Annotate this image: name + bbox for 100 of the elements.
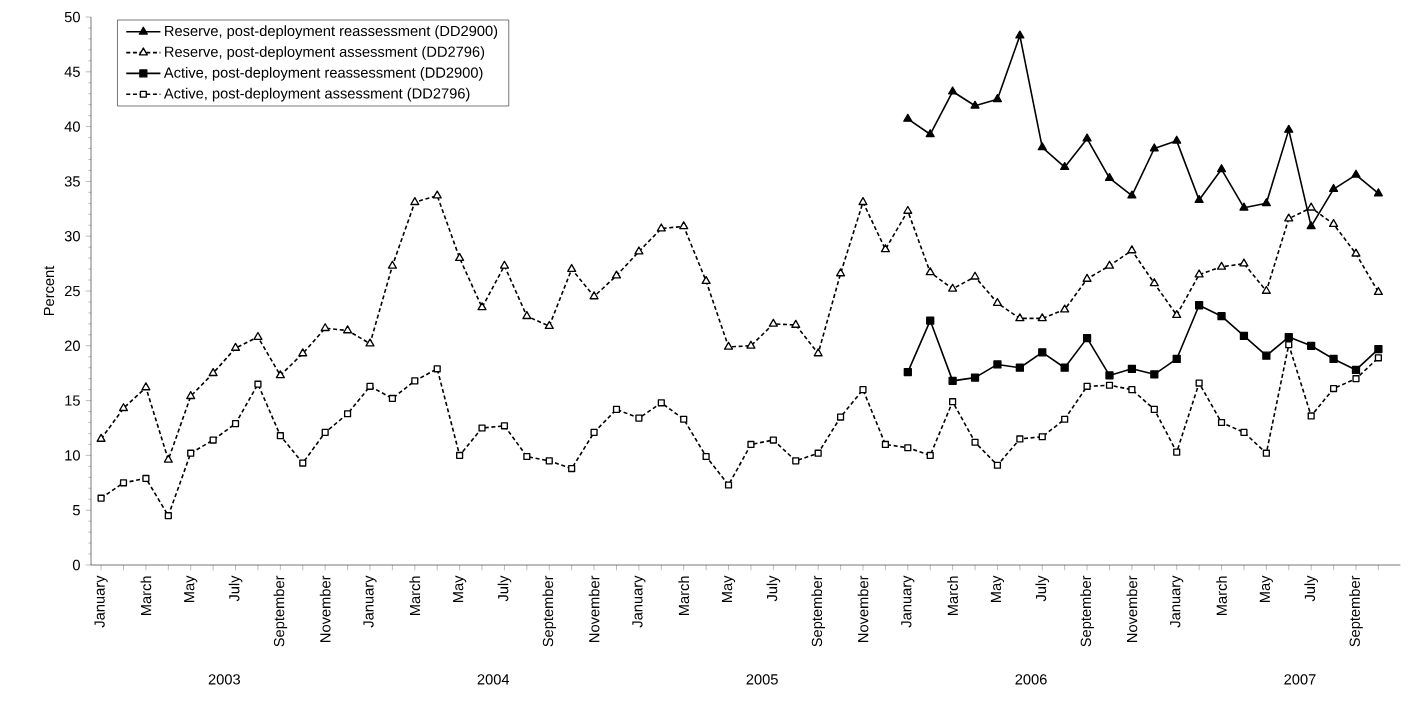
x-tick-label: November (857, 575, 869, 642)
x-tick-label: May (721, 575, 736, 602)
point (1149, 278, 1159, 287)
point (1216, 164, 1227, 173)
point (1261, 198, 1271, 207)
point (187, 449, 195, 457)
point (1217, 418, 1226, 427)
point (1307, 412, 1315, 420)
point (164, 512, 172, 520)
point (612, 405, 621, 413)
point (254, 380, 262, 388)
x-tick-label: November (1126, 575, 1138, 642)
x-tick-label: May (990, 575, 1004, 602)
x-tick-label: May (453, 575, 467, 602)
point (523, 452, 531, 461)
point (859, 386, 867, 394)
point (590, 428, 598, 436)
point (1016, 435, 1024, 443)
point (1082, 333, 1092, 343)
point (141, 382, 151, 391)
x-tick-label: March (947, 576, 959, 616)
point (1127, 364, 1137, 373)
x-tick-label: September (811, 575, 825, 647)
point (499, 260, 510, 269)
x-tick-label: September (1349, 575, 1363, 647)
x-tick-label: July (1035, 575, 1050, 602)
point (948, 376, 957, 386)
point (1374, 354, 1382, 362)
point (746, 340, 756, 349)
point (903, 113, 913, 122)
y-tick-label: 45 (64, 66, 80, 77)
point (230, 342, 241, 351)
point (1172, 354, 1181, 364)
point (1060, 363, 1069, 372)
point (209, 436, 217, 444)
point (993, 461, 1002, 469)
point (948, 283, 958, 292)
point (702, 452, 710, 461)
point (1239, 202, 1249, 211)
point (1104, 172, 1115, 182)
point (545, 457, 553, 465)
point (1261, 285, 1271, 294)
point (432, 190, 442, 199)
legend-label: Active, post-deployment assessment (DD2796) (163, 87, 470, 102)
point (835, 268, 846, 277)
point (522, 311, 532, 320)
x-tick-label: September (1080, 575, 1094, 647)
point (1195, 379, 1203, 387)
point (635, 414, 643, 422)
x-tick-label: November (588, 575, 600, 642)
point (1037, 142, 1047, 151)
x-tick-label: July (1304, 575, 1318, 602)
point (1262, 449, 1270, 457)
y-tick-label: 35 (64, 176, 80, 187)
point (366, 382, 374, 390)
point (634, 246, 644, 255)
point (1015, 30, 1025, 39)
point (208, 368, 218, 377)
point (1105, 371, 1114, 380)
point (387, 260, 397, 269)
y-axis-title: Percent (43, 265, 55, 316)
point (1217, 312, 1226, 321)
text: 2003 (208, 674, 240, 685)
point (1373, 188, 1383, 197)
point (1060, 161, 1070, 171)
point (1060, 304, 1070, 313)
point (478, 424, 486, 432)
point (1329, 384, 1338, 393)
x-tick-label: March (409, 576, 421, 616)
point (1194, 194, 1204, 203)
point (970, 271, 980, 280)
point (365, 338, 375, 347)
point (1038, 433, 1046, 441)
point (1307, 341, 1316, 350)
point (321, 428, 329, 436)
point (701, 275, 711, 285)
point (1037, 313, 1047, 322)
point (1284, 332, 1293, 342)
point (568, 464, 576, 473)
point (1262, 351, 1271, 360)
point (949, 398, 957, 406)
point (1082, 273, 1092, 282)
y-tick-label: 30 (64, 231, 80, 242)
x-tick-label: January (901, 575, 915, 628)
legend-label: Reserve, post-deployment assessment (DD2796) (165, 46, 485, 60)
x-tick-label: May (1259, 575, 1273, 602)
point (163, 454, 173, 463)
point (1015, 363, 1024, 372)
point (993, 360, 1002, 369)
text: 2006 (1015, 674, 1047, 685)
point (1285, 341, 1293, 349)
point (1352, 375, 1360, 383)
point (1351, 248, 1361, 257)
point (791, 319, 801, 328)
legend-label: Reserve, post-deployment reassessment (DD2900) (165, 25, 498, 40)
text: 2004 (477, 674, 510, 685)
point (1105, 381, 1114, 389)
point (1306, 202, 1316, 211)
point (1173, 448, 1181, 456)
point (903, 367, 912, 377)
